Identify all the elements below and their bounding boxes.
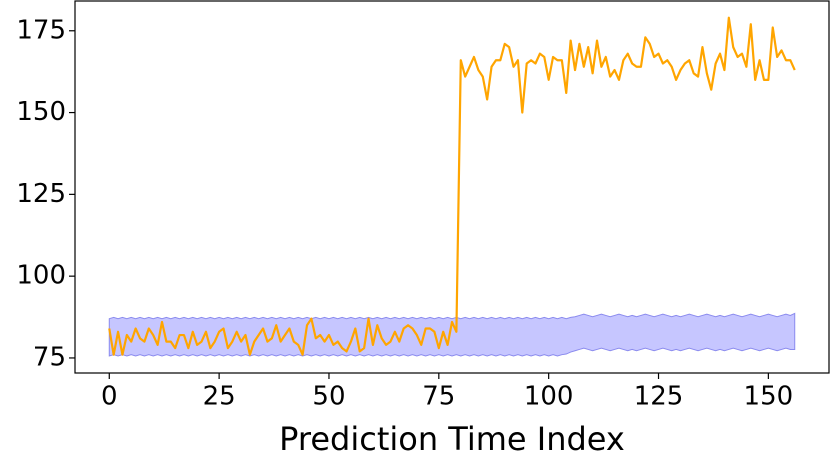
x-tick-label: 75 (422, 382, 455, 412)
data-line (108, 16, 796, 356)
x-tick-label: 125 (634, 382, 684, 412)
x-tick-label: 0 (101, 382, 118, 412)
x-tick-label: 100 (524, 382, 574, 412)
x-axis-label: Prediction Time Index (279, 420, 625, 458)
x-tick-label: 150 (744, 382, 794, 412)
y-tick-label: 175 (16, 15, 66, 45)
x-tick-label: 50 (312, 382, 345, 412)
plot-frame (74, 0, 830, 374)
y-tick-label: 75 (33, 342, 66, 372)
y-tick-label: 100 (16, 261, 66, 291)
prediction-band (108, 312, 796, 357)
y-tick-label: 150 (16, 97, 66, 127)
x-tick-label: 25 (203, 382, 236, 412)
y-tick-label: 125 (16, 179, 66, 209)
